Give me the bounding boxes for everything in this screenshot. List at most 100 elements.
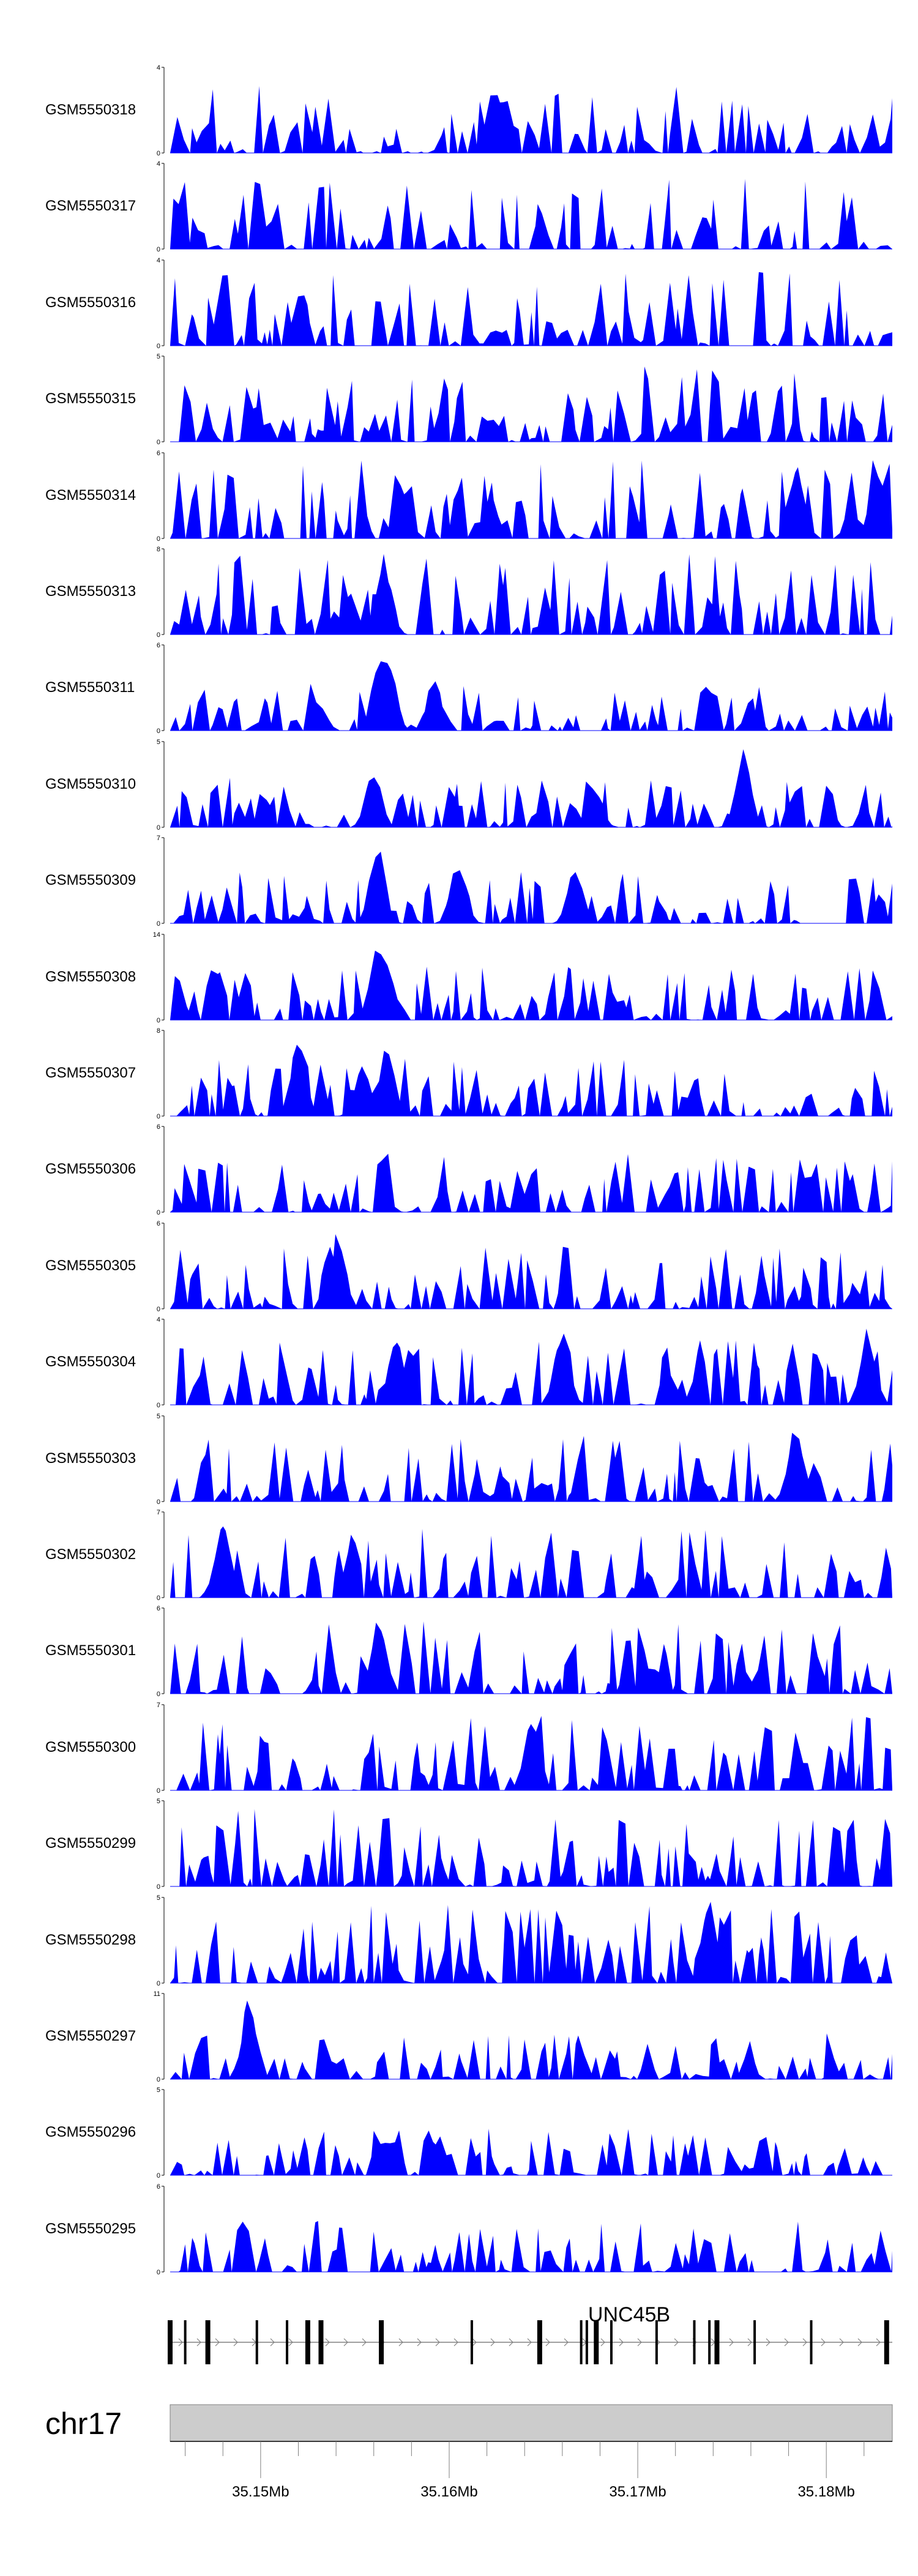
strand-arrow <box>178 2338 183 2347</box>
y-tick-min: 0 <box>157 1209 160 1215</box>
y-tick-max: 6 <box>157 450 160 457</box>
coverage-track-GSM5550296: 50 <box>157 2086 892 2178</box>
y-tick-min: 0 <box>157 728 160 734</box>
exon <box>255 2320 258 2364</box>
x-tick-label: 35.15Mb <box>232 2484 289 2500</box>
coverage-area <box>170 1234 892 1309</box>
coverage-area <box>170 1716 892 1790</box>
coverage-track-GSM5550302: 70 <box>157 1509 892 1601</box>
coverage-area <box>170 950 892 1020</box>
y-tick-min: 0 <box>157 439 160 445</box>
y-tick-min: 0 <box>157 343 160 349</box>
chromosome-ideogram <box>170 2404 893 2442</box>
y-tick-min: 0 <box>157 1402 160 1408</box>
y-tick-max: 6 <box>157 1123 160 1131</box>
y-tick-max: 8 <box>157 1027 160 1035</box>
y-tick-max: 7 <box>157 1509 160 1516</box>
coverage-area <box>170 554 892 635</box>
track-label: GSM5550316 <box>45 294 136 311</box>
y-tick-max: 5 <box>157 739 160 746</box>
exon <box>470 2320 473 2364</box>
strand-arrow <box>325 2338 330 2347</box>
coverage-track-GSM5550304: 40 <box>157 1316 892 1408</box>
exon <box>655 2320 658 2364</box>
strand-arrow <box>288 2338 293 2347</box>
y-tick-min: 0 <box>157 1883 160 1889</box>
exon <box>810 2320 813 2364</box>
y-tick-min: 0 <box>157 2269 160 2275</box>
exon <box>714 2320 720 2364</box>
coverage-track-GSM5550301: 60 <box>157 1605 892 1697</box>
gene-name: UNC45B <box>588 2303 670 2326</box>
y-tick-max: 6 <box>157 2183 160 2191</box>
y-tick-min: 0 <box>157 246 160 252</box>
y-tick-min: 0 <box>157 1306 160 1312</box>
coverage-area <box>170 661 892 731</box>
coverage-area <box>170 1328 892 1405</box>
y-tick-min: 0 <box>157 535 160 542</box>
strand-arrow <box>674 2338 679 2347</box>
coverage-area <box>170 1901 892 1983</box>
coverage-area <box>170 1153 892 1213</box>
y-tick-min: 0 <box>157 1113 160 1119</box>
strand-arrow <box>472 2338 477 2347</box>
coverage-track-GSM5550311: 60 <box>157 642 892 734</box>
coverage-area <box>170 749 892 827</box>
y-tick-min: 0 <box>157 2076 160 2082</box>
coverage-area <box>170 86 892 153</box>
strand-arrow <box>270 2338 275 2347</box>
track-label: GSM5550306 <box>45 1161 136 1178</box>
strand-arrow <box>196 2338 201 2347</box>
strand-arrow <box>527 2338 532 2347</box>
coverage-area <box>170 2220 892 2272</box>
coverage-area <box>170 1621 892 1694</box>
y-tick-max: 4 <box>157 160 160 168</box>
y-tick-max: 5 <box>157 1413 160 1420</box>
exon <box>708 2320 711 2364</box>
strand-arrow <box>215 2338 220 2347</box>
track-label: GSM5550301 <box>45 1642 136 1659</box>
exon <box>594 2320 599 2364</box>
strand-arrow <box>766 2338 771 2347</box>
coverage-area <box>170 460 892 538</box>
y-tick-max: 4 <box>157 257 160 264</box>
track-label: GSM5550298 <box>45 1931 136 1948</box>
coverage-area <box>170 1432 892 1502</box>
strand-arrow <box>600 2338 605 2347</box>
track-label: GSM5550303 <box>45 1450 136 1467</box>
strand-arrow <box>490 2338 495 2347</box>
track-label: GSM5550297 <box>45 2028 136 2044</box>
strand-arrow <box>729 2338 734 2347</box>
track-label: GSM5550309 <box>45 872 136 889</box>
y-tick-min: 0 <box>157 1595 160 1601</box>
track-label: GSM5550313 <box>45 583 136 600</box>
y-tick-max: 7 <box>157 835 160 842</box>
strand-arrow <box>747 2338 752 2347</box>
coverage-area <box>170 1044 892 1116</box>
exon <box>753 2320 756 2364</box>
coverage-track-GSM5550313: 80 <box>157 546 892 638</box>
y-tick-min: 0 <box>157 631 160 638</box>
coverage-track-GSM5550297: 11 0 <box>154 1990 892 2082</box>
coverage-area <box>170 1809 892 1887</box>
track-label: GSM5550310 <box>45 775 136 792</box>
track-label: GSM5550308 <box>45 968 136 985</box>
coverage-track-GSM5550298: 50 <box>157 1894 892 1986</box>
coverage-track-GSM5550307: 80 <box>157 1027 892 1119</box>
coverage-track-GSM5550316: 40 <box>157 257 892 349</box>
exon <box>379 2320 384 2364</box>
strand-arrow <box>784 2338 789 2347</box>
coverage-area <box>170 1526 892 1598</box>
strand-arrow <box>619 2338 624 2347</box>
y-tick-min: 0 <box>157 2172 160 2178</box>
coverage-area <box>170 852 892 924</box>
y-tick-min: 0 <box>157 1980 160 1986</box>
strand-arrow <box>637 2338 642 2347</box>
exon <box>537 2320 542 2364</box>
coverage-area <box>170 272 892 346</box>
y-tick-max: 6 <box>157 1220 160 1227</box>
strand-arrow <box>417 2338 422 2347</box>
y-tick-max: 5 <box>157 1798 160 1805</box>
strand-arrow <box>453 2338 458 2347</box>
chromosome-label: chr17 <box>45 2407 122 2441</box>
